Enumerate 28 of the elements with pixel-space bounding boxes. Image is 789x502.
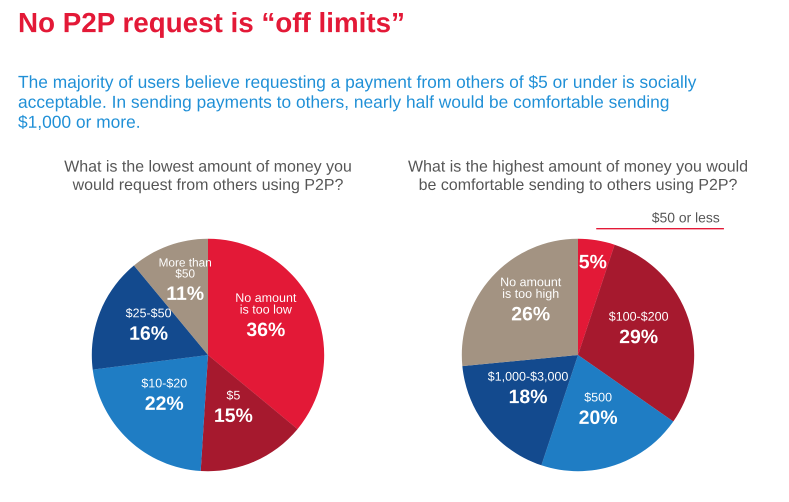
data-label: 16% [130, 326, 168, 340]
data-label: 11% [167, 286, 204, 300]
pie-slice [462, 238, 578, 366]
text: The majority of users believe requesting a payment from others of $5 or under is socially acceptable. In sending payments to others, nearly half would be comfortable sending $1,000 or more. [18, 75, 696, 130]
text: No P2P request is “off limits” [20, 12, 403, 38]
data-label: 15% [215, 408, 252, 422]
pie-slice [462, 355, 578, 466]
slice-label: $100-$200 [608, 311, 668, 322]
slice-label: $10-$20 [141, 378, 187, 388]
slice-label: $500 [584, 392, 612, 402]
data-label: 20% [579, 410, 618, 424]
chart-title: What is the lowest amount of money you would request from others using P2P? [64, 160, 351, 194]
data-label: 22% [145, 396, 184, 410]
chart-title: What is the highest amount of money you would be comfortable sending to others using P2P? [408, 160, 748, 194]
pie-slice [92, 265, 208, 370]
data-label: 36% [246, 322, 285, 336]
slice-label: $5 [226, 390, 240, 400]
slice-label: No amount is too high [501, 278, 562, 300]
data-label: 26% [512, 306, 550, 321]
data-label: 18% [510, 390, 547, 404]
pie-slice [200, 355, 298, 472]
slice-label: $1,000-$3,000 [488, 371, 568, 382]
data-label: 5% [579, 254, 606, 268]
slice-label: $50 or less [652, 212, 720, 224]
slice-label: $25-$50 [126, 308, 172, 318]
data-label: 29% [620, 330, 658, 344]
slice-label: No amount is too low [236, 293, 296, 314]
pie-slice [92, 355, 208, 471]
